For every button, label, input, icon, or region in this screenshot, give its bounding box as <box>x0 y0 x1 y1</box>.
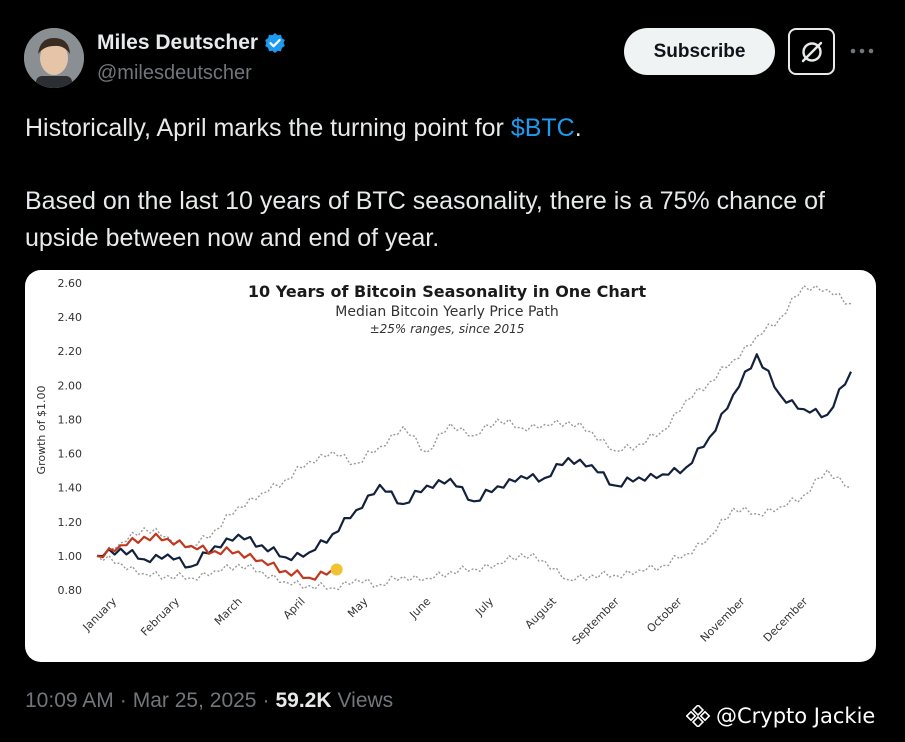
views-label: Views <box>337 689 394 712</box>
series-line <box>96 353 852 569</box>
series-line <box>96 469 852 591</box>
avatar-photo <box>24 28 84 88</box>
series-line <box>96 532 334 581</box>
y-tick-label: 1.20 <box>58 516 83 529</box>
chart-title: 10 Years of Bitcoin Seasonality in One C… <box>248 282 647 301</box>
x-tick-label: May <box>345 595 371 621</box>
more-dots-icon <box>850 48 874 54</box>
x-tick-label: August <box>523 594 560 631</box>
x-tick-label: September <box>570 595 623 648</box>
tweet-meta: 10:09 AM · Mar 25, 2025 · 59.2K Views <box>25 689 393 713</box>
current-price-marker <box>330 563 343 576</box>
y-axis-label: Growth of $1.00 <box>35 386 48 475</box>
binance-logo-icon <box>686 705 711 727</box>
author-handle[interactable]: @milesdeutscher <box>97 62 252 84</box>
more-options-button[interactable] <box>849 38 875 64</box>
avatar[interactable] <box>24 28 84 88</box>
subscribe-button[interactable]: Subscribe <box>624 28 775 75</box>
x-tick-label: December <box>761 595 811 645</box>
tweet-text-part: . <box>574 114 582 142</box>
x-tick-label: February <box>138 595 182 639</box>
cashtag-link[interactable]: $BTC <box>510 114 575 142</box>
watermark-text: @Crypto Jackie <box>716 704 876 728</box>
watermark: @Crypto Jackie <box>686 704 875 728</box>
meta-separator: · <box>119 689 127 712</box>
grok-button[interactable] <box>788 28 835 75</box>
chart-subtitle-ranges: ±25% ranges, since 2015 <box>370 322 525 336</box>
tweet-time[interactable]: 10:09 AM <box>25 689 114 712</box>
meta-separator: · <box>262 689 270 712</box>
y-tick-label: 2.20 <box>58 345 83 358</box>
y-tick-label: 2.60 <box>58 277 83 290</box>
y-tick-label: 2.00 <box>58 379 83 392</box>
tweet-line-2: Based on the last 10 years of BTC season… <box>25 187 825 252</box>
verified-badge-icon[interactable] <box>264 32 286 54</box>
author-name[interactable]: Miles Deutscher <box>97 31 259 54</box>
x-tick-label: March <box>212 595 245 628</box>
y-tick-label: 1.40 <box>58 482 83 495</box>
x-tick-label: June <box>406 595 433 622</box>
y-tick-label: 0.80 <box>58 584 83 597</box>
views-count: 59.2K <box>275 689 332 712</box>
tweet-date[interactable]: Mar 25, 2025 <box>132 689 257 712</box>
x-tick-label: July <box>472 595 496 619</box>
tweet-line-1: Historically, April marks the turning po… <box>25 110 880 147</box>
series-line <box>96 284 852 558</box>
x-tick-label: January <box>80 595 120 635</box>
tweet-media-chart[interactable]: 10 Years of Bitcoin Seasonality in One C… <box>25 270 876 662</box>
grok-icon <box>801 41 822 62</box>
x-tick-label: October <box>644 595 685 636</box>
y-tick-label: 1.80 <box>58 413 83 426</box>
y-tick-label: 1.60 <box>58 448 83 461</box>
tweet-text-part: Historically, April marks the turning po… <box>25 114 511 142</box>
y-tick-label: 2.40 <box>58 311 83 324</box>
chart-subtitle: Median Bitcoin Yearly Price Path <box>335 304 558 320</box>
tweet-text: Historically, April marks the turning po… <box>25 110 880 257</box>
x-tick-label: November <box>698 595 748 645</box>
y-tick-label: 1.00 <box>58 550 83 563</box>
x-tick-label: April <box>281 595 308 622</box>
seasonality-chart: 10 Years of Bitcoin Seasonality in One C… <box>35 277 852 648</box>
